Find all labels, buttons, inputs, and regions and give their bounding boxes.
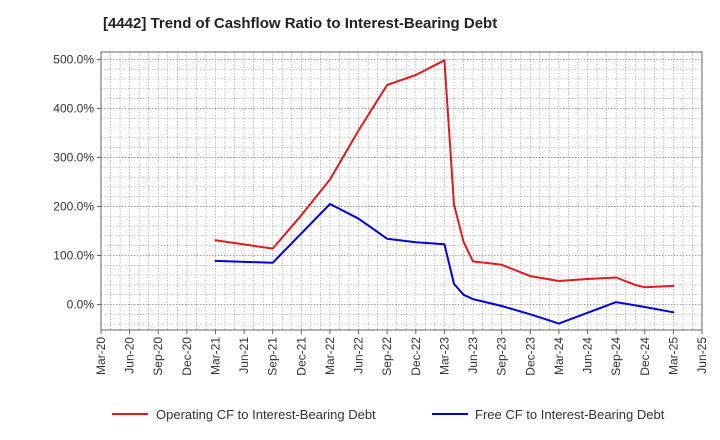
x-tick-label: Sep-24 <box>609 337 623 376</box>
y-tick-label: 500.0% <box>53 52 94 66</box>
x-tick-label: Sep-23 <box>495 337 509 376</box>
x-tick-label: Jun-21 <box>237 337 251 374</box>
x-tick-label: Dec-21 <box>294 337 308 376</box>
x-tick-label: Jun-20 <box>123 337 137 374</box>
x-tick-label: Sep-22 <box>380 337 394 376</box>
plot-area <box>101 52 702 330</box>
x-tick-label: Dec-24 <box>638 337 652 376</box>
x-tick-label: Mar-22 <box>323 337 337 375</box>
x-tick-label: Mar-23 <box>437 337 451 375</box>
x-tick-label: Dec-20 <box>180 337 194 376</box>
y-tick-label: 100.0% <box>53 248 94 262</box>
x-tick-label: Sep-20 <box>151 337 165 376</box>
x-tick-label: Jun-23 <box>466 337 480 374</box>
x-tick-label: Sep-21 <box>266 337 280 376</box>
x-tick-label: Dec-23 <box>523 337 537 376</box>
legend-label: Operating CF to Interest-Bearing Debt <box>156 407 376 422</box>
y-tick-label: 0.0% <box>67 298 95 312</box>
legend-label: Free CF to Interest-Bearing Debt <box>475 407 665 422</box>
chart-title: [4442] Trend of Cashflow Ratio to Intere… <box>103 15 498 32</box>
y-tick-label: 200.0% <box>53 199 94 213</box>
plot-border <box>100 51 703 331</box>
y-tick-label: 400.0% <box>53 101 94 115</box>
series-line-operating-cf <box>214 59 675 289</box>
x-tick-label: Mar-24 <box>552 337 566 375</box>
x-tick-label: Jun-24 <box>581 337 595 374</box>
x-tick-label: Dec-22 <box>409 337 423 376</box>
x-tick-label: Jun-22 <box>352 337 366 374</box>
x-tick-label: Mar-21 <box>208 337 222 375</box>
x-tick-label: Jun-25 <box>695 337 709 374</box>
x-tick-label: Mar-25 <box>666 337 680 375</box>
y-tick-label: 300.0% <box>53 150 94 164</box>
series-line-free-cf <box>214 203 675 325</box>
x-tick-label: Mar-20 <box>94 337 108 375</box>
